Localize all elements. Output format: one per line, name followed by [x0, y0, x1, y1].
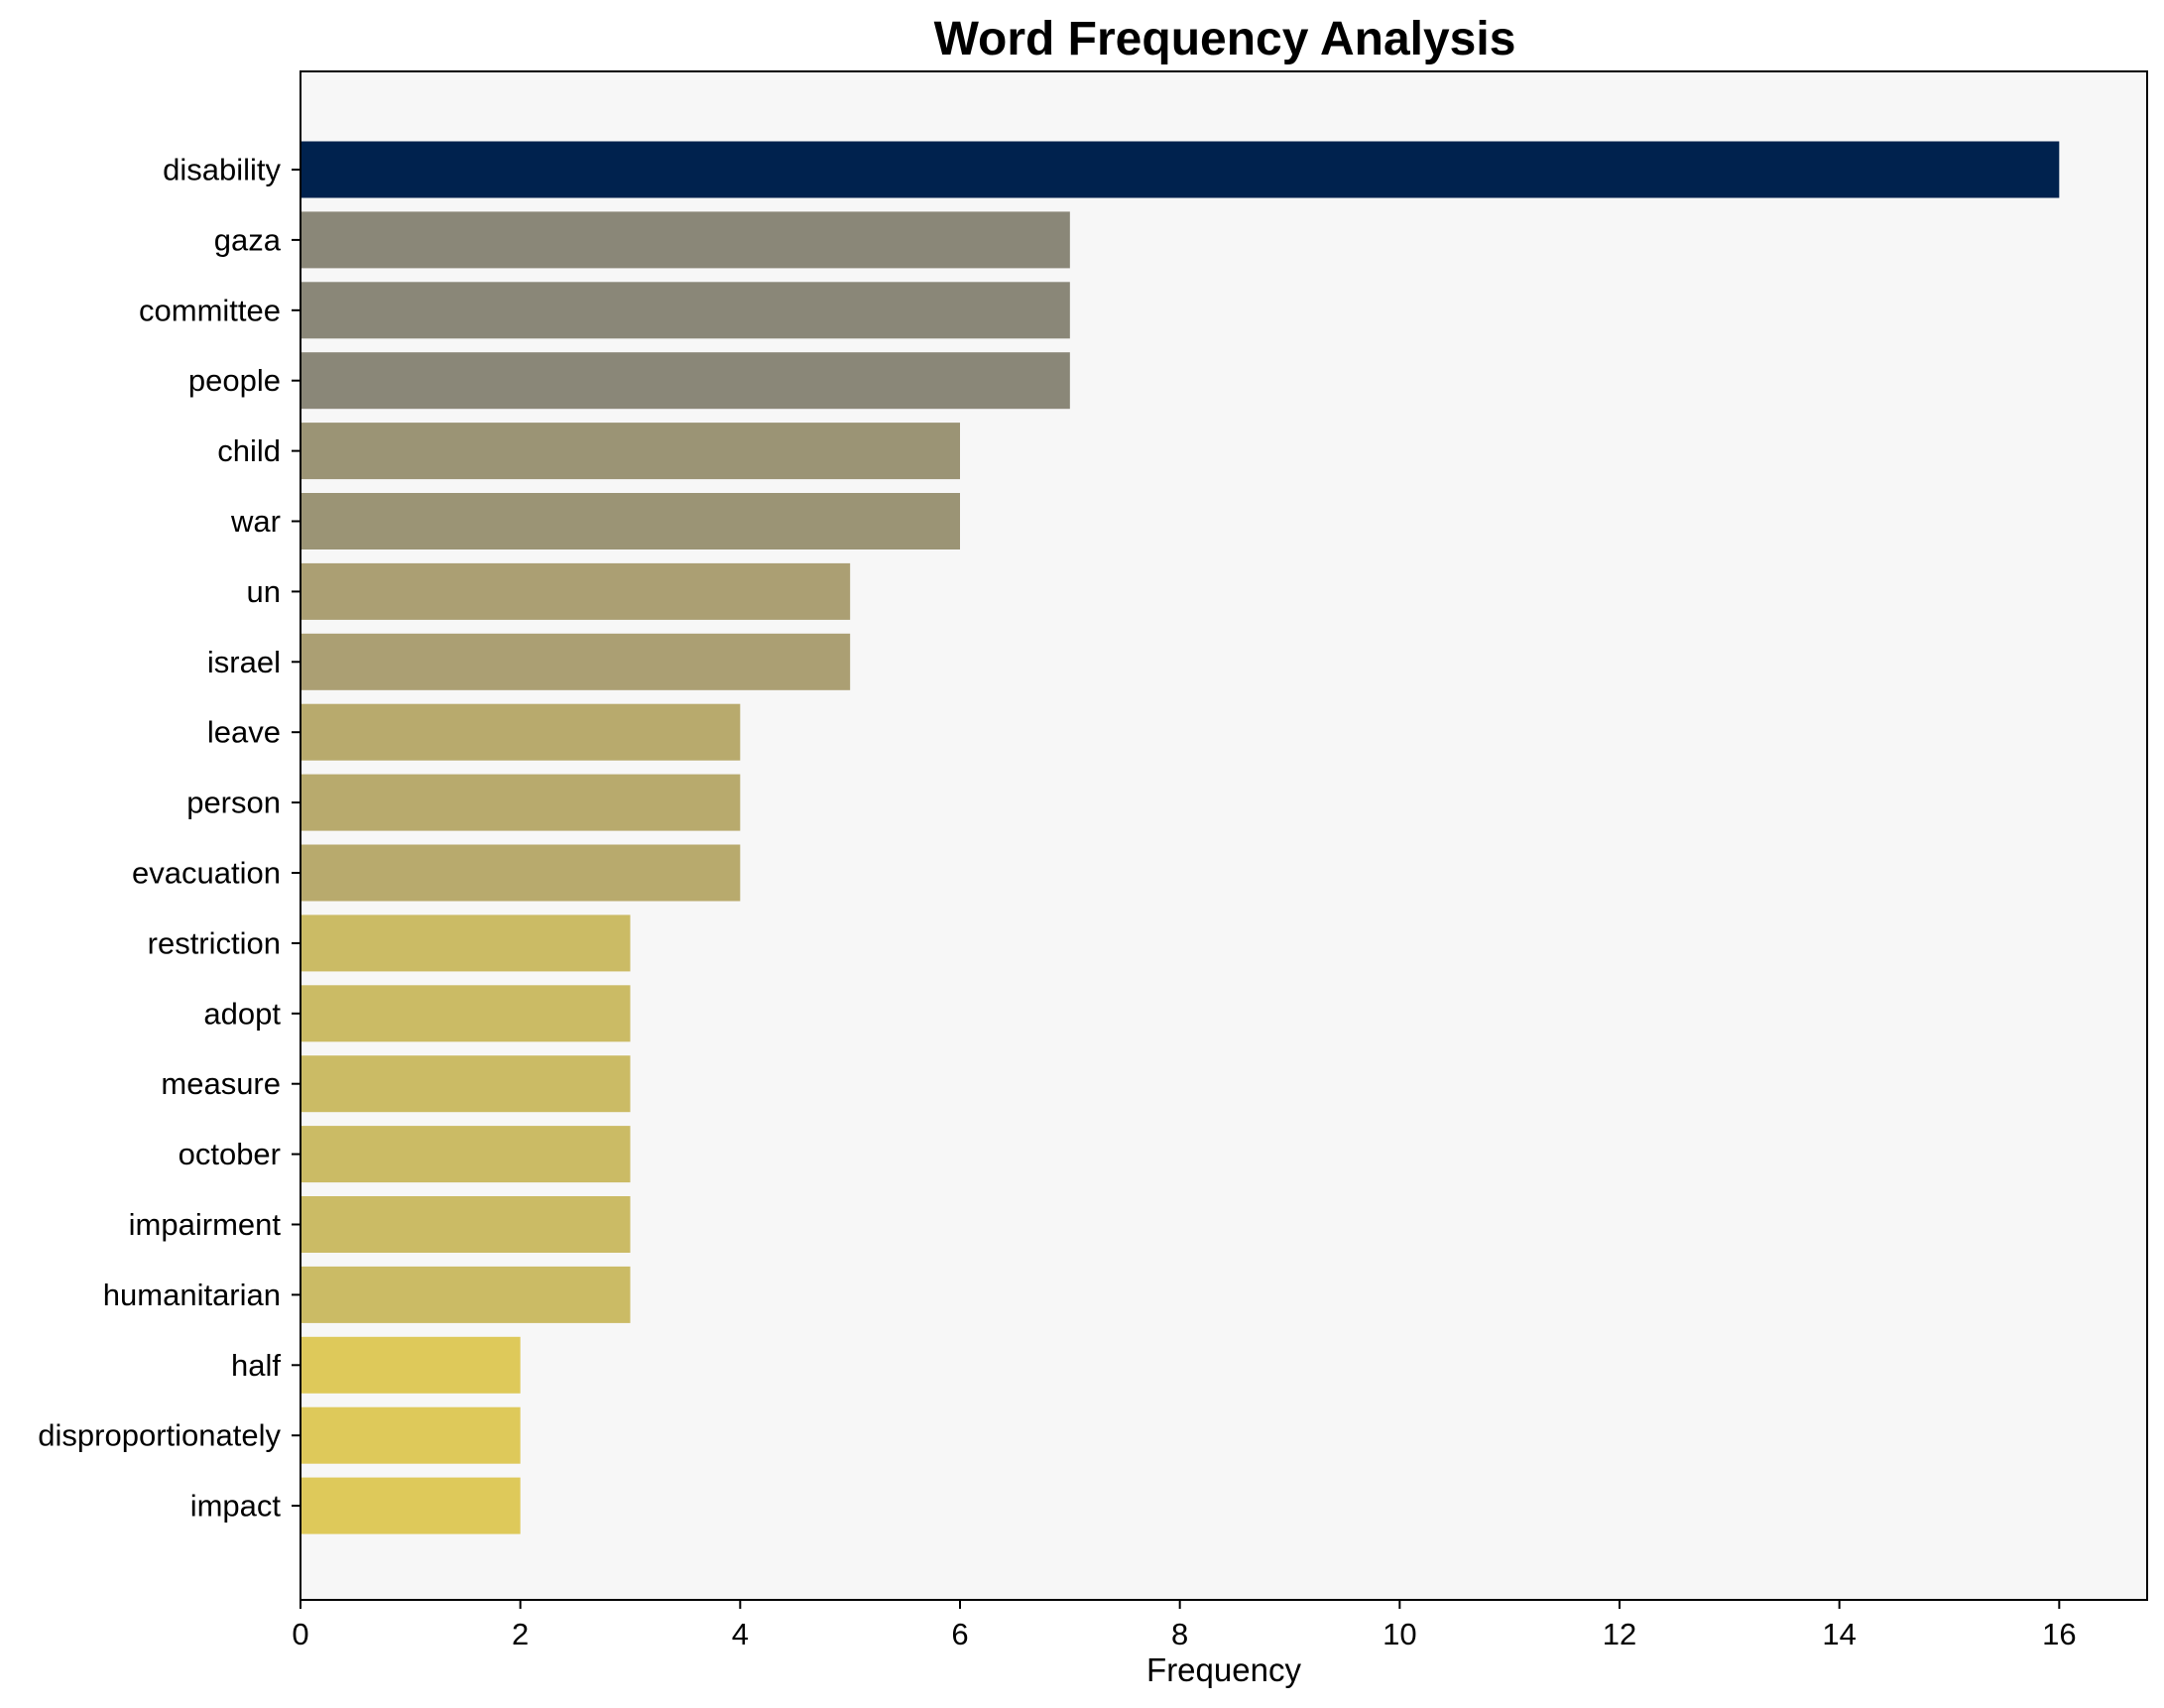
x-tick-label: 8	[1171, 1617, 1188, 1651]
bar-october	[301, 1126, 631, 1183]
x-tick-label: 16	[2042, 1617, 2076, 1651]
x-tick-label: 4	[732, 1617, 749, 1651]
y-tick-label-restriction: restriction	[148, 925, 281, 960]
bar-leave	[301, 703, 741, 761]
y-tick-labels: disability gaza committee people child war un i…	[38, 153, 301, 1524]
y-tick-label-person: person	[186, 786, 281, 820]
bar-committee	[301, 282, 1070, 339]
bar-disability	[301, 141, 2060, 198]
x-tick-label: 0	[292, 1617, 308, 1651]
y-tick-label-israel: israel	[207, 645, 281, 679]
x-tick-label: 12	[1603, 1617, 1636, 1651]
y-tick-label-october: october	[179, 1137, 281, 1171]
bar-impact	[301, 1477, 521, 1534]
plot-frame	[300, 70, 2148, 1601]
x-tick-label: 6	[951, 1617, 968, 1651]
x-tick-label: 14	[1822, 1617, 1856, 1651]
bar-adopt	[301, 985, 631, 1042]
x-tick-label: 10	[1383, 1617, 1416, 1651]
bar-measure	[301, 1055, 631, 1113]
x-axis-title: Frequency	[1146, 1651, 1301, 1688]
y-tick-label-adopt: adopt	[203, 996, 281, 1031]
x-tick-label: 2	[512, 1617, 529, 1651]
y-tick-label-child: child	[217, 433, 281, 468]
y-tick-label-measure: measure	[161, 1066, 281, 1101]
bar-half	[301, 1336, 521, 1394]
bar-restriction	[301, 915, 631, 972]
y-tick-label-impairment: impairment	[129, 1207, 282, 1242]
y-tick-label-half: half	[231, 1348, 281, 1383]
chart-title: Word Frequency Analysis	[934, 13, 1516, 65]
x-ticks: 0 2 4 6 8 10 12 14 16	[292, 1600, 2077, 1651]
y-tick-label-war: war	[230, 504, 281, 539]
y-tick-label-disability: disability	[163, 153, 281, 187]
bar-people	[301, 352, 1070, 410]
y-tick-label-humanitarian: humanitarian	[103, 1278, 281, 1312]
bar-humanitarian	[301, 1266, 631, 1323]
bar-child	[301, 423, 960, 480]
y-tick-label-disproportionately: disproportionately	[38, 1418, 281, 1453]
bar-impairment	[301, 1196, 631, 1253]
y-tick-label-impact: impact	[190, 1489, 282, 1524]
y-tick-label-committee: committee	[139, 293, 281, 327]
bars-group	[301, 141, 2060, 1534]
y-tick-label-evacuation: evacuation	[132, 856, 281, 891]
y-tick-label-un: un	[247, 574, 281, 609]
bar-gaza	[301, 211, 1070, 269]
bar-war	[301, 493, 960, 549]
y-tick-label-leave: leave	[207, 715, 281, 750]
bar-person	[301, 774, 741, 831]
y-tick-label-people: people	[188, 363, 281, 398]
bar-disproportionately	[301, 1406, 521, 1464]
y-tick-label-gaza: gaza	[214, 222, 282, 257]
bar-israel	[301, 633, 851, 690]
bar-un	[301, 562, 851, 620]
bar-evacuation	[301, 844, 741, 902]
